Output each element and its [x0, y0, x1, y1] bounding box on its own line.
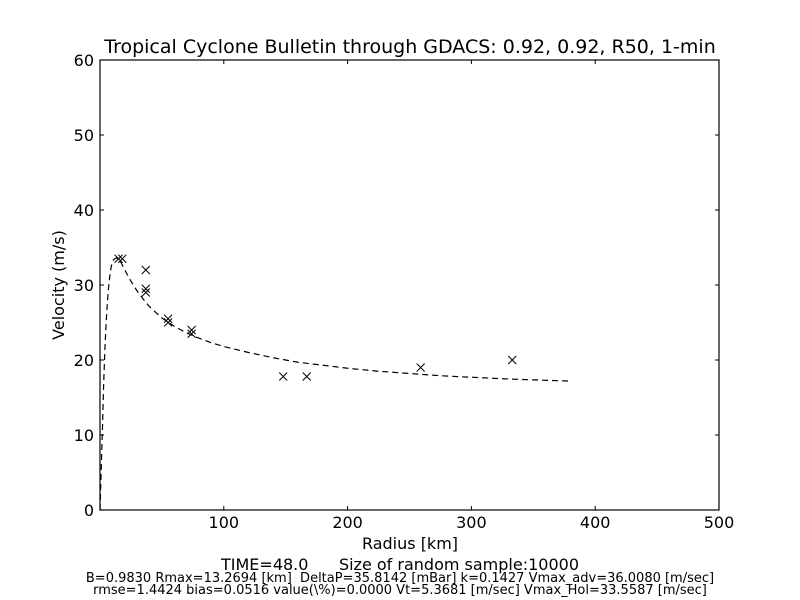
data-point [507, 355, 517, 365]
y-axis-title: Velocity (m/s) [49, 230, 68, 340]
data-point [302, 372, 312, 381]
x-tick-labels: 100 200 300 400 500 [209, 513, 735, 532]
data-point [141, 265, 151, 275]
axis-ticks [100, 59, 720, 511]
data-point [278, 372, 288, 381]
y-tick-label: 30 [74, 276, 94, 295]
plot-frame [99, 59, 720, 511]
y-tick-label: 0 [84, 501, 94, 520]
data-point [163, 314, 173, 324]
x-tick-label: 200 [332, 513, 363, 532]
footer-time-sample: TIME=48.0 Size of random sample:10000 [220, 555, 579, 574]
y-tick-label: 50 [74, 126, 94, 145]
x-tick-label: 400 [580, 513, 611, 532]
fit-curve [99, 257, 568, 511]
y-tick-label: 20 [74, 351, 94, 370]
chart-title: Tropical Cyclone Bulletin through GDACS:… [103, 36, 716, 58]
y-tick-label: 10 [74, 426, 94, 445]
x-tick-label: 300 [456, 513, 487, 532]
y-tick-label: 60 [74, 51, 94, 70]
data-point [114, 254, 123, 264]
fit-curve-layer [99, 257, 568, 511]
footer-parameters: B=0.9830 Rmax=13.2694 [km] DeltaP=35.814… [86, 571, 714, 586]
data-point [187, 325, 196, 335]
data-point [117, 254, 127, 264]
x-tick-label: 100 [209, 513, 240, 532]
footer-statistics: rmse=1.4424 bias=0.0516 value(\%)=0.0000… [93, 583, 707, 598]
data-point [187, 329, 196, 339]
data-point [163, 318, 173, 327]
x-axis-title: Radius [km] [362, 534, 458, 553]
data-point [141, 288, 151, 297]
y-tick-labels: 0 10 20 30 40 50 60 [74, 51, 94, 520]
data-point [141, 284, 151, 294]
y-tick-label: 40 [74, 201, 94, 220]
x-tick-label: 500 [704, 513, 735, 532]
data-point [416, 363, 425, 372]
observation-points [114, 254, 517, 381]
